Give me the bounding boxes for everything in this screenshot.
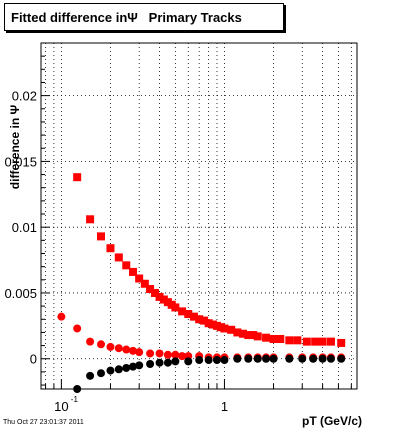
data-point-square — [189, 312, 198, 321]
y-tick-label: 0.005 — [4, 286, 37, 301]
data-point-square — [208, 320, 217, 329]
data-point-circle — [212, 356, 221, 365]
data-point-square — [73, 173, 82, 182]
data-point-square — [178, 307, 187, 316]
data-point-circle — [262, 354, 271, 363]
data-point-circle — [253, 354, 262, 363]
data-point-circle — [195, 356, 204, 365]
data-point-square — [122, 261, 131, 270]
data-point-square — [129, 267, 138, 276]
data-point-circle — [163, 350, 172, 359]
data-point-square — [249, 331, 258, 340]
data-point-circle — [178, 352, 187, 361]
data-point-square — [262, 333, 271, 342]
data-point-circle — [114, 365, 123, 374]
y-tick-label: 0.02 — [12, 89, 37, 104]
data-point-square — [244, 331, 253, 340]
data-point-circle — [146, 349, 155, 358]
data-point-circle — [155, 349, 164, 358]
data-point-square — [253, 332, 262, 341]
data-point-square — [155, 292, 164, 301]
data-point-circle — [135, 348, 144, 357]
chart-title: Fitted difference inΨ Primary Tracks — [4, 3, 284, 31]
data-point-square — [233, 328, 242, 337]
data-point-square — [135, 274, 144, 283]
data-point-circle — [122, 363, 131, 372]
data-point-circle — [309, 354, 318, 363]
timestamp: Thu Oct 27 23:01:37 2011 — [3, 419, 84, 426]
data-point-square — [106, 244, 115, 253]
data-point-circle — [57, 312, 66, 321]
data-point-circle — [171, 350, 180, 359]
data-point-square — [200, 316, 209, 325]
data-point-square — [140, 279, 149, 288]
data-point-circle — [86, 371, 95, 380]
axes: 0 0.005 0.01 0.015 0.02 10 -1 1 — [4, 42, 358, 414]
data-point-square — [227, 325, 236, 334]
data-point-circle — [337, 354, 346, 363]
grid — [41, 43, 357, 389]
y-axis-title: difference in Ψ — [8, 105, 22, 190]
x-tick-label: 10 — [54, 399, 68, 414]
data-point-circle — [269, 354, 278, 363]
data-point-circle — [106, 342, 115, 351]
data-point-square — [150, 288, 159, 297]
data-point-circle — [129, 346, 138, 355]
data-point-circle — [298, 354, 307, 363]
data-point-circle — [163, 358, 172, 367]
data-point-circle — [146, 360, 155, 369]
x-tick-label-exponent: -1 — [71, 395, 79, 404]
data-point-square — [293, 336, 302, 345]
data-point-square — [239, 329, 248, 338]
data-point-circle — [204, 356, 213, 365]
data-point-square — [326, 337, 335, 346]
data-point-circle — [135, 361, 144, 370]
data-point-circle — [122, 345, 131, 354]
data-point-square — [114, 253, 123, 262]
data-point-circle — [184, 357, 193, 366]
data-point-circle — [106, 366, 115, 375]
data-point-circle — [220, 356, 229, 365]
data-point-square — [269, 335, 278, 344]
data-point-square — [184, 310, 193, 319]
data-point-circle — [86, 337, 95, 346]
data-point-square — [171, 303, 180, 312]
data-point-circle — [318, 354, 327, 363]
x-tick-label: 1 — [221, 399, 228, 414]
data-point-square — [302, 337, 311, 346]
data-point-circle — [233, 354, 242, 363]
data-point-circle — [244, 354, 253, 363]
data-point-circle — [326, 354, 335, 363]
data-point-square — [195, 315, 204, 324]
y-tick-label: 0.01 — [12, 220, 37, 235]
data-point-square — [159, 295, 168, 304]
data-point-square — [285, 336, 294, 345]
data-point-circle — [97, 340, 106, 349]
data-point-circle — [73, 324, 82, 333]
y-tick-label: 0.015 — [4, 154, 37, 169]
data-point-circle — [114, 344, 123, 353]
data-point-circle — [171, 357, 180, 366]
y-tick-label: 0 — [30, 352, 37, 367]
data-point-square — [204, 319, 213, 328]
data-point-square — [311, 337, 320, 346]
data-point-square — [86, 215, 95, 224]
data-point-square — [146, 285, 155, 294]
data-point-square — [276, 335, 285, 344]
data-marks — [57, 173, 346, 393]
data-point-circle — [97, 369, 106, 378]
data-point-square — [220, 324, 229, 333]
data-point-square — [97, 232, 106, 241]
x-axis-title: pT (GeV/c) — [302, 414, 362, 428]
data-point-circle — [129, 362, 138, 371]
data-point-square — [337, 338, 346, 347]
data-point-circle — [155, 358, 164, 367]
data-point-square — [318, 337, 327, 346]
data-point-circle — [285, 354, 294, 363]
